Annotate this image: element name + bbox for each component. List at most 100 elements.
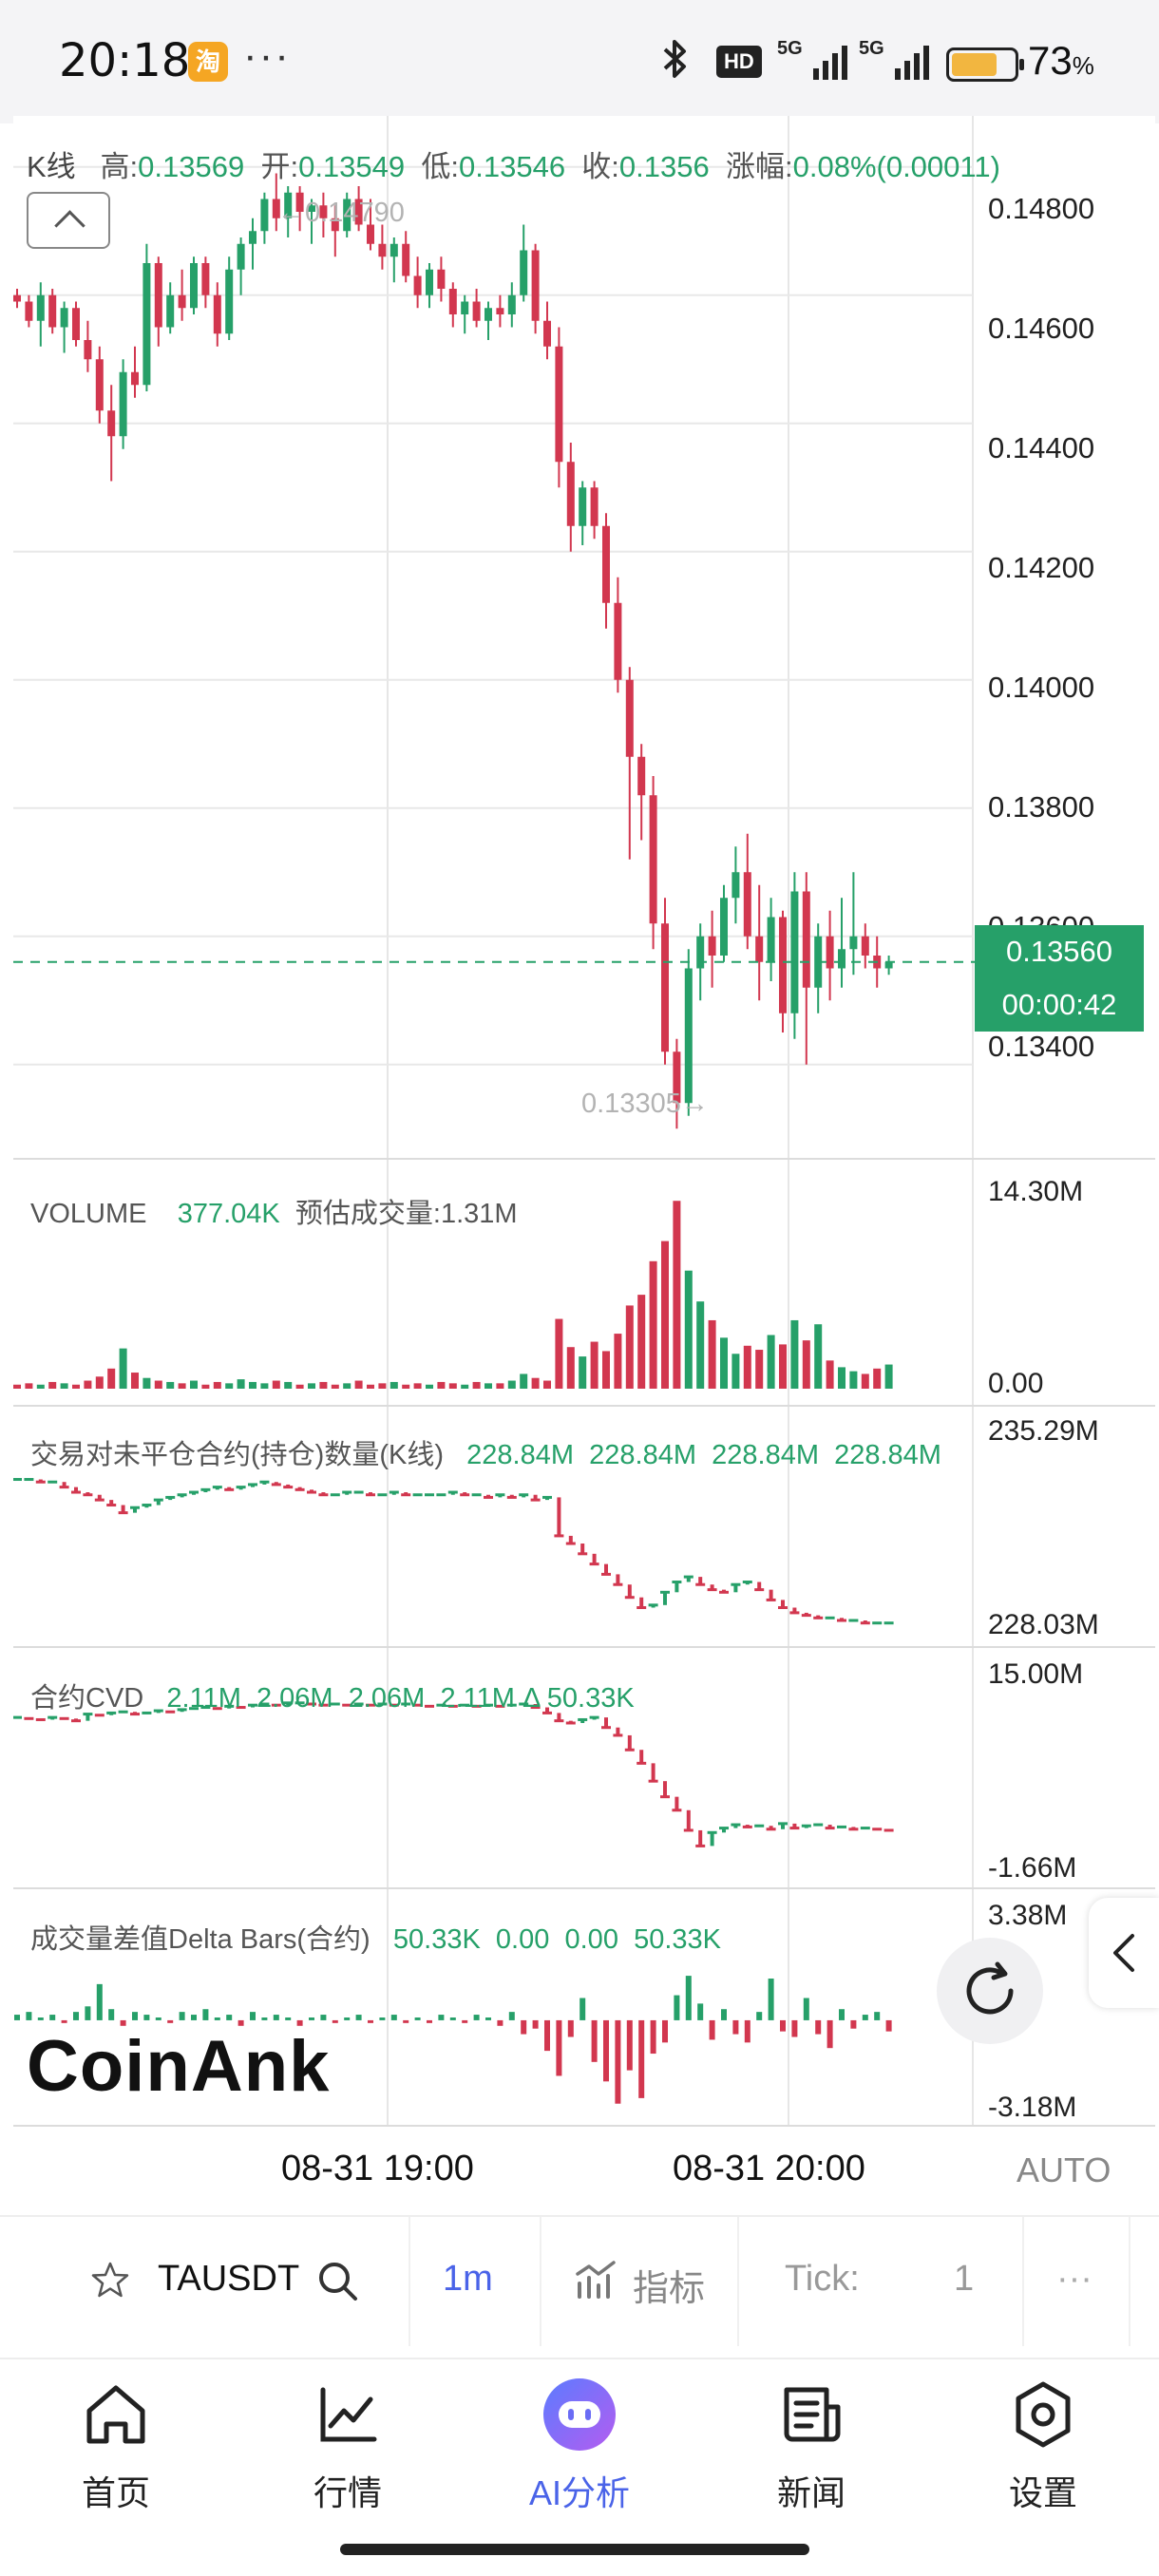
auto-scale-toggle[interactable]: AUTO (1016, 2150, 1112, 2189)
symbol-selector[interactable]: TAUSDT (86, 2217, 370, 2346)
chart-area[interactable] (13, 116, 1155, 2206)
nav-home[interactable]: 首页 (40, 2377, 192, 2538)
candle-body (354, 199, 363, 225)
price-axis-label: 0.14200 (988, 551, 1095, 584)
volume-bar (249, 1381, 256, 1389)
delta-bar (662, 2019, 668, 2043)
change-value: 0.08%(0.00011) (792, 150, 1000, 183)
indicators-button[interactable]: 指标 (542, 2217, 737, 2346)
delta-bar (344, 2017, 351, 2020)
candle-body (696, 936, 705, 969)
toolbar-more-button[interactable]: ··· (1024, 2217, 1129, 2346)
volume-bar (48, 1381, 57, 1389)
signal-5g-icon: 5G (777, 38, 853, 84)
symbol-name: TAUSDT (158, 2259, 300, 2299)
volume-bar (873, 1368, 882, 1389)
delta-bar (462, 2019, 468, 2023)
tick-selector[interactable]: Tick: 1 (739, 2217, 1022, 2346)
volume-bar (413, 1383, 422, 1389)
candle-body (625, 679, 634, 757)
volume-bar (826, 1360, 834, 1389)
nav-settings[interactable]: 设置 (967, 2377, 1119, 2538)
volume-bar (531, 1377, 540, 1389)
side-panel-toggle[interactable] (1089, 1898, 1159, 2008)
collapse-chevron-up-button[interactable] (27, 192, 110, 249)
volume-bar (13, 1384, 21, 1389)
taobao-notification-icon: 淘 (188, 42, 228, 82)
candle-body (579, 487, 587, 526)
search-icon[interactable] (315, 2259, 361, 2304)
candle-body (472, 301, 481, 321)
interval-value: 1m (443, 2259, 493, 2299)
chart-toolbar: TAUSDT 1m 指标 Tick: 1 ··· (0, 2215, 1159, 2346)
volume-pane-title: VOLUME 377.04K 预估成交量:1.31M (30, 1199, 518, 1229)
delta-bar (214, 2017, 220, 2020)
candle-body (543, 320, 551, 347)
candle-body (590, 487, 598, 526)
more-notifications-icon: ··· (243, 32, 291, 79)
candle-body (673, 1051, 681, 1104)
volume-bar (36, 1384, 45, 1389)
nav-ai-analysis[interactable]: AI分析 (504, 2377, 656, 2538)
volume-bar (390, 1381, 398, 1389)
nav-market[interactable]: 行情 (272, 2377, 424, 2538)
candle-body (25, 301, 33, 321)
candle-body (826, 936, 834, 969)
delta-bar (108, 2009, 115, 2020)
delta-bar (556, 2019, 562, 2076)
candle-body (437, 269, 446, 289)
candle-body (779, 917, 787, 1013)
volume-bar (367, 1384, 374, 1389)
volume-bar (426, 1384, 433, 1389)
candle-body (249, 231, 256, 244)
high-value: 0.13569 (138, 150, 245, 183)
volume-bar (319, 1381, 328, 1389)
volume-bar (625, 1305, 634, 1389)
volume-bar (119, 1348, 127, 1389)
candle-body (661, 923, 669, 1052)
volume-bar (884, 1364, 893, 1389)
coinank-watermark: CoinAnk (27, 2026, 331, 2107)
volume-bar (484, 1383, 492, 1389)
refresh-icon (966, 1961, 1014, 2015)
chart-canvas[interactable] (13, 116, 1155, 2206)
high-extreme-label: ←0.14790 (277, 198, 405, 228)
delta-bar (226, 2015, 233, 2020)
delta-bar (49, 2015, 56, 2020)
candle-body (331, 218, 339, 232)
candle-body (84, 340, 92, 360)
delta-bar (332, 2019, 338, 2023)
volume-bar (461, 1384, 469, 1389)
volume-bar (543, 1380, 551, 1389)
star-icon[interactable] (91, 2261, 129, 2299)
nav-news[interactable]: 新闻 (735, 2377, 887, 2538)
delta-bar (756, 2012, 763, 2020)
delta-bar (191, 2015, 197, 2020)
delta-bar (485, 2017, 491, 2020)
volume-bar (849, 1371, 858, 1389)
newspaper-icon (784, 2387, 841, 2442)
candle-body (861, 936, 869, 956)
volume-bar (743, 1345, 751, 1389)
volume-bar (237, 1379, 245, 1389)
delta-bar (132, 2012, 138, 2020)
candle-body (190, 263, 198, 309)
trend-chart-icon (320, 2387, 377, 2442)
delta-bar (732, 2019, 739, 2035)
price-axis-label: 0.13400 (988, 1030, 1095, 1063)
volume-bar (154, 1380, 162, 1389)
volume-bar (343, 1383, 352, 1389)
candle-body (602, 525, 610, 603)
candle-body (107, 410, 116, 437)
volume-bar (673, 1201, 681, 1389)
cvd-axis-top: 15.00M (988, 1658, 1084, 1690)
price-axis-label: 0.14600 (988, 312, 1095, 345)
interval-selector[interactable]: 1m (410, 2217, 540, 2346)
volume-bar (579, 1356, 587, 1389)
candle-body (343, 199, 352, 232)
candle-body (260, 199, 269, 232)
refresh-button[interactable] (937, 1938, 1043, 2044)
more-icon: ··· (1056, 2259, 1092, 2299)
delta-bar (85, 2006, 91, 2020)
delta-bar (61, 2019, 67, 2023)
